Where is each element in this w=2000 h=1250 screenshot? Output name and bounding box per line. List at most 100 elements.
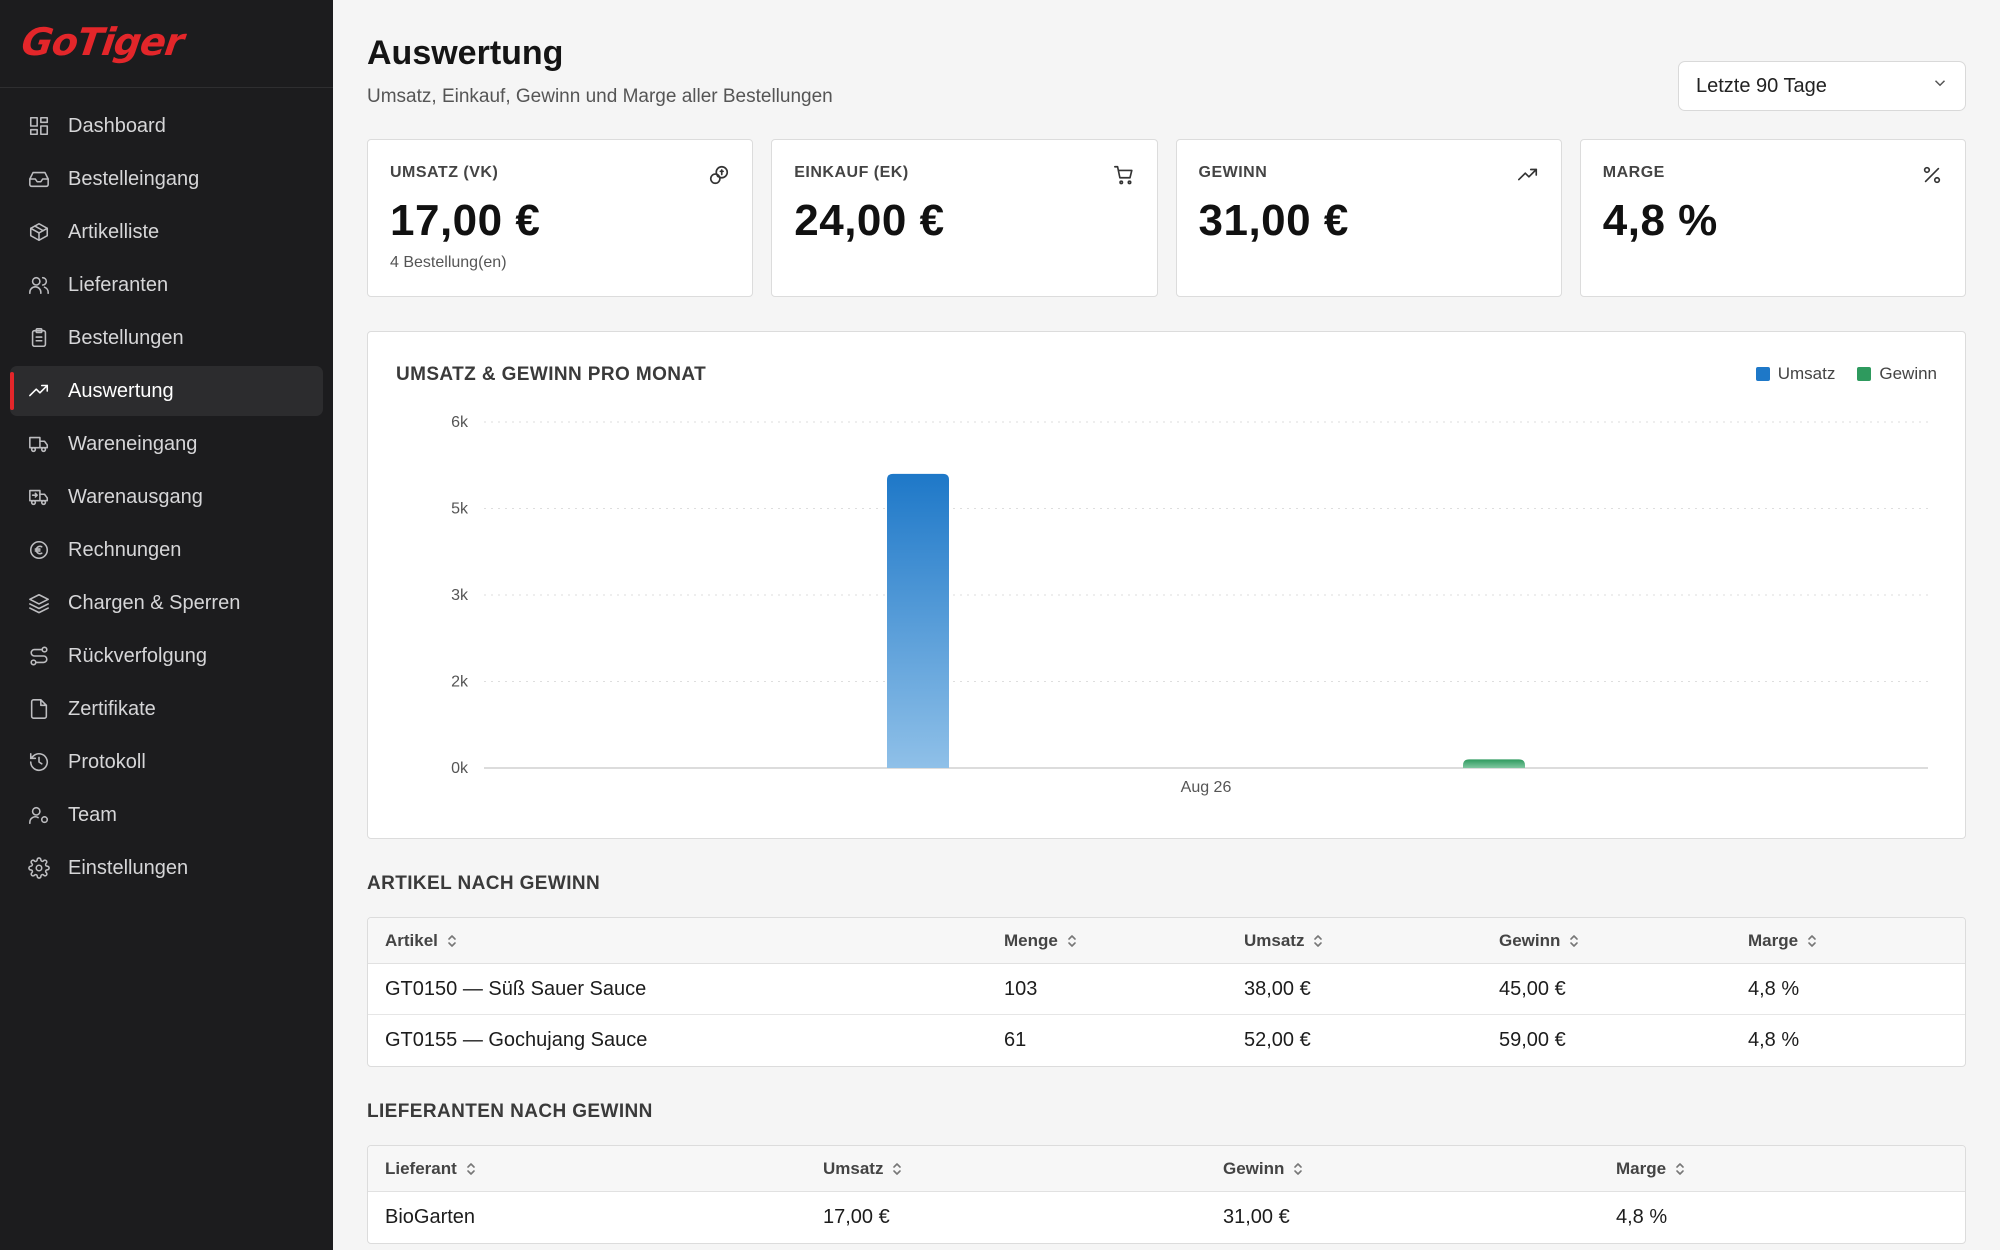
table-row[interactable]: BioGarten 17,00 € 31,00 € 4,8 % <box>368 1192 1965 1243</box>
sidebar-item-label: Auswertung <box>68 379 174 402</box>
page-title: Auswertung <box>367 34 564 72</box>
table-cell: 103 <box>1004 977 1038 1000</box>
column-header-umsatz[interactable]: Umsatz <box>1227 931 1482 951</box>
table-row[interactable]: GT0150 — Süß Sauer Sauce 103 38,00 € 45,… <box>368 964 1965 1015</box>
kpi-label: EINKAUF (EK) <box>794 164 909 181</box>
sidebar-item-label: Dashboard <box>68 114 166 137</box>
sidebar-item-dashboard[interactable]: Dashboard <box>10 101 323 151</box>
y-tick-label: 6k <box>451 414 469 431</box>
sidebar-item-rueckverfolgung[interactable]: Rückverfolgung <box>10 631 323 681</box>
kpi-value: 17,00 € <box>390 196 541 245</box>
inbox-icon <box>28 168 50 190</box>
layers-icon <box>28 592 50 614</box>
sidebar-item-bestellungen[interactable]: Bestellungen <box>10 313 323 363</box>
legend-label-gewinn: Gewinn <box>1879 364 1937 383</box>
table-header: Artikel Menge Umsatz Gewinn Marge <box>368 918 1965 964</box>
y-tick-label: 5k <box>451 501 469 518</box>
kpi-value: 24,00 € <box>794 196 945 245</box>
sidebar-item-label: Wareneingang <box>68 432 198 455</box>
sidebar-item-label: Warenausgang <box>68 485 203 508</box>
sidebar-item-team[interactable]: Team <box>10 790 323 840</box>
chart-card: UMSATZ & GEWINN PRO MONAT Umsatz Gewinn <box>367 331 1966 839</box>
column-header-gewinn[interactable]: Gewinn <box>1206 1159 1599 1179</box>
box-icon <box>28 221 50 243</box>
kpi-label: MARGE <box>1602 164 1665 181</box>
table-cell: 17,00 € <box>823 1206 890 1228</box>
column-header-marge[interactable]: Marge <box>1731 931 1961 951</box>
sidebar-item-label: Chargen & Sperren <box>68 591 241 614</box>
kpi-sub: 4 Bestellung(en) <box>390 254 507 271</box>
chevron-down-icon <box>1931 74 1949 98</box>
user-cog-icon <box>28 804 50 826</box>
column-header-lieferant[interactable]: Lieferant <box>368 1159 806 1179</box>
table-cell: 4,8 % <box>1748 977 1800 1000</box>
date-range-select[interactable]: Letzte 90 Tage <box>1678 61 1966 111</box>
trending-up-icon <box>28 380 50 402</box>
table-cell: 52,00 € <box>1244 1029 1311 1051</box>
bar-umsatz[interactable] <box>887 473 949 768</box>
legend-item-umsatz[interactable]: Umsatz <box>1755 364 1836 384</box>
table-cell: 4,8 % <box>1748 1029 1800 1051</box>
truck-out-icon <box>28 486 50 508</box>
euro-circle-icon <box>28 539 50 561</box>
sidebar-item-label: Team <box>68 803 117 826</box>
kpi-cards: UMSATZ (VK) 17,00 € 4 Bestellung(en) EIN… <box>367 139 1966 297</box>
cart-icon <box>1113 164 1135 186</box>
percent-icon <box>1921 164 1943 186</box>
y-tick-label: 2k <box>451 674 469 691</box>
history-icon <box>28 751 50 773</box>
sort-icon <box>446 933 458 949</box>
column-header-marge[interactable]: Marge <box>1599 1159 1961 1179</box>
column-header-menge[interactable]: Menge <box>987 931 1227 951</box>
sort-icon <box>1312 933 1324 949</box>
logo-area: GoTiger <box>0 0 333 88</box>
bar-gewinn[interactable] <box>1463 759 1525 768</box>
sidebar-item-bestelleingang[interactable]: Bestelleingang <box>10 154 323 204</box>
truck-icon <box>28 433 50 455</box>
sidebar-item-lieferanten[interactable]: Lieferanten <box>10 260 323 310</box>
sidebar-item-label: Bestelleingang <box>68 167 200 190</box>
table-cell: BioGarten <box>385 1206 476 1228</box>
sidebar-item-zertifikate[interactable]: Zertifikate <box>10 684 323 734</box>
kpi-value: 4,8 % <box>1602 196 1718 245</box>
x-tick-label: Aug 26 <box>1181 779 1232 796</box>
sort-icon <box>891 1161 903 1177</box>
legend-label-umsatz: Umsatz <box>1777 364 1836 383</box>
sidebar-item-protokoll[interactable]: Protokoll <box>10 737 323 787</box>
sidebar-item-label: Zertifikate <box>68 697 156 720</box>
articles-section-title: ARTIKEL NACH GEWINN <box>367 873 601 894</box>
column-header-gewinn[interactable]: Gewinn <box>1482 931 1731 951</box>
sidebar-item-artikelliste[interactable]: Artikelliste <box>10 207 323 257</box>
table-cell: GT0155 — Gochujang Sauce <box>385 1029 648 1051</box>
gear-icon <box>28 857 50 879</box>
date-range-value: Letzte 90 Tage <box>1696 74 1827 97</box>
kpi-label: GEWINN <box>1198 164 1268 181</box>
sidebar-item-label: Bestellungen <box>68 326 184 349</box>
sidebar-item-label: Protokoll <box>68 750 146 773</box>
app-logo[interactable]: GoTiger <box>18 20 187 64</box>
legend-item-gewinn[interactable]: Gewinn <box>1857 364 1937 384</box>
sidebar-item-auswertung[interactable]: Auswertung <box>10 366 323 416</box>
sort-icon <box>1674 1161 1686 1177</box>
sidebar-item-rechnungen[interactable]: Rechnungen <box>10 525 323 575</box>
table-row[interactable]: GT0155 — Gochujang Sauce 61 52,00 € 59,0… <box>368 1015 1965 1066</box>
trending-up-icon <box>1517 164 1539 186</box>
sidebar-item-einstellungen[interactable]: Einstellungen <box>10 843 323 893</box>
table-cell: 38,00 € <box>1244 977 1311 1000</box>
sidebar-nav: Dashboard Bestelleingang Artikelliste Li… <box>0 88 333 893</box>
sidebar-item-wareneingang[interactable]: Wareneingang <box>10 419 323 469</box>
sidebar-item-chargen-sperren[interactable]: Chargen & Sperren <box>10 578 323 628</box>
table-header: Lieferant Umsatz Gewinn Marge <box>368 1146 1965 1192</box>
clipboard-icon <box>28 327 50 349</box>
sidebar-item-label: Rechnungen <box>68 538 182 561</box>
table-cell: 45,00 € <box>1499 977 1566 1000</box>
chart-title: UMSATZ & GEWINN PRO MONAT <box>396 364 707 385</box>
sidebar-item-warenausgang[interactable]: Warenausgang <box>10 472 323 522</box>
page-subtitle: Umsatz, Einkauf, Gewinn und Marge aller … <box>367 86 833 107</box>
sort-icon <box>1292 1161 1304 1177</box>
sidebar: GoTiger Dashboard Bestelleingang Artikel… <box>0 0 333 1250</box>
column-header-umsatz[interactable]: Umsatz <box>806 1159 1206 1179</box>
sidebar-item-label: Rückverfolgung <box>68 644 207 667</box>
articles-table: Artikel Menge Umsatz Gewinn Marge GT0150… <box>367 917 1966 1067</box>
column-header-artikel[interactable]: Artikel <box>368 931 987 951</box>
